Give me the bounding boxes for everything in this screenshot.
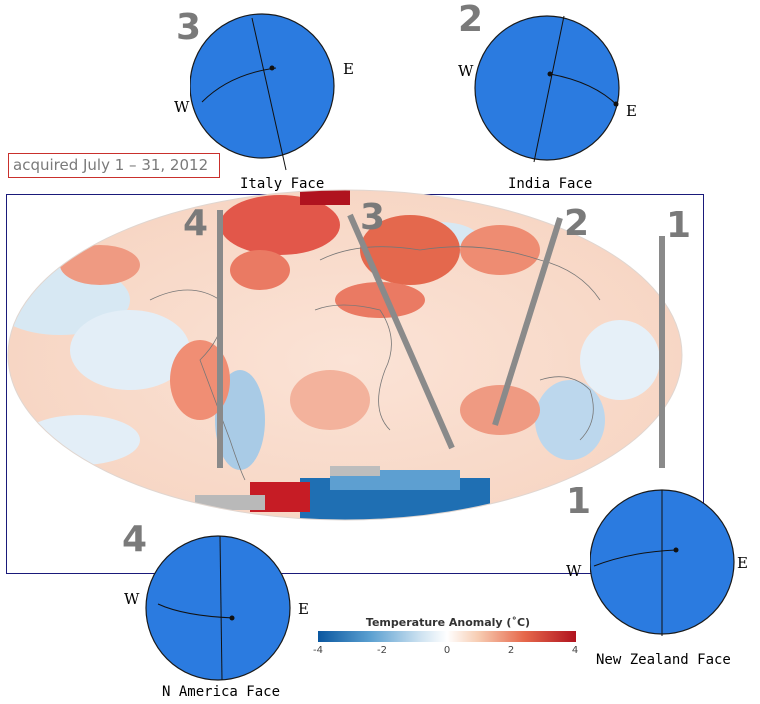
- globe-number-4: 4: [122, 519, 148, 560]
- meridian-line-3: [347, 213, 455, 450]
- map-marker-2: 2: [564, 203, 590, 244]
- legend-tick: -2: [377, 645, 387, 656]
- map-marker-4: 4: [183, 203, 209, 244]
- italy-east-label: E: [343, 60, 354, 78]
- legend-tick: 0: [443, 645, 451, 656]
- legend-color-bar: [318, 631, 576, 642]
- map-marker-3: 3: [360, 197, 386, 238]
- legend-tick: 4: [571, 645, 579, 656]
- globe-number-3: 3: [176, 7, 202, 48]
- new-zealand-west-label: W: [566, 562, 582, 580]
- new-zealand-east-label: E: [737, 554, 748, 572]
- acquired-date-caption: acquired July 1 – 31, 2012: [8, 153, 220, 178]
- new-zealand-face-label: New Zealand Face: [596, 652, 731, 668]
- india-face-globe: [474, 15, 620, 163]
- legend-tick: 2: [507, 645, 515, 656]
- legend-title: Temperature Anomaly (˚C): [365, 616, 531, 629]
- india-west-label: W: [458, 62, 474, 80]
- n-america-face-globe: [145, 535, 291, 681]
- map-marker-1: 1: [666, 205, 692, 246]
- italy-face-globe: [190, 13, 335, 171]
- n-america-west-label: W: [124, 590, 140, 608]
- globe-number-2: 2: [458, 0, 484, 40]
- globe-number-1: 1: [566, 481, 592, 522]
- italy-face-label: Italy Face: [240, 176, 325, 192]
- n-america-east-label: E: [298, 600, 309, 618]
- meridian-line-2: [492, 217, 563, 426]
- india-face-label: India Face: [508, 176, 593, 192]
- legend-tick: -4: [313, 645, 323, 656]
- n-america-face-label: N America Face: [162, 684, 281, 700]
- india-east-label: E: [626, 102, 637, 120]
- italy-west-label: W: [174, 98, 190, 116]
- new-zealand-face-globe: [590, 489, 735, 636]
